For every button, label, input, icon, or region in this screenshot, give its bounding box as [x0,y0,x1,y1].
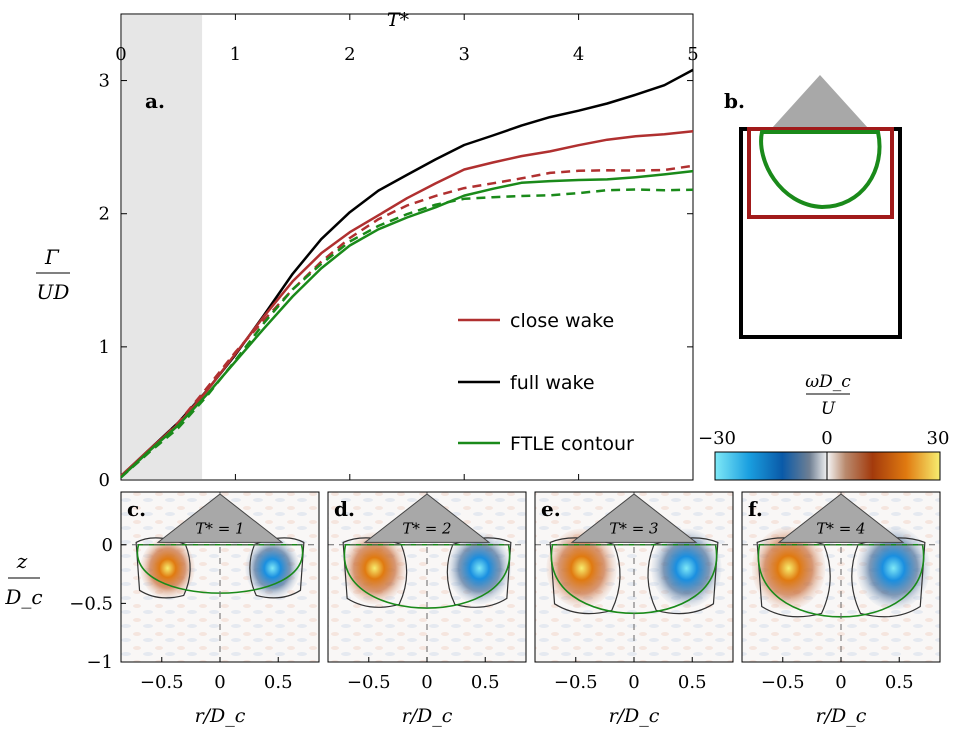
x-tick-label-2: 0.5 [264,672,293,693]
panel-field: T* = 1 [121,492,319,662]
colorbar-tick-max: 30 [927,428,950,449]
top-axis-label: T* [387,9,410,31]
panel-letter: e. [541,497,561,521]
vorticity-panels: T* = 1 c. −0.5 0 0.5 r/D_c 0 −0.5 −1 T* = 2 d. −0.5… [69,491,941,727]
x-tick-label-1: 0 [835,672,846,693]
y-tick-label-1: −0.5 [69,593,113,614]
y-tick-label-3: 3 [99,71,110,92]
x-tick-label-1: 0 [214,672,225,693]
legend-label-full-wake: full wake [510,372,595,394]
x-tick-label-1: 0 [421,672,432,693]
ftle-contour [550,543,718,615]
x-tick-label-0: −0.5 [554,672,598,693]
positive-vortex-outline [135,537,191,599]
bottom-y-label-numerator: z [16,549,28,573]
ftle-contour [343,543,511,609]
panel-letter-b: b. [724,89,745,113]
ftle-contour [759,130,882,210]
x-tick-label-1: 1 [230,44,241,65]
x-tick-label-0: −0.5 [140,672,184,693]
panel-letter: c. [127,497,146,521]
y-tick-label-0: 0 [99,470,110,491]
x-tick-label-5: 5 [687,44,698,65]
x-axis-label: r/D_c [195,705,246,727]
time-label: T* = 4 [816,519,865,537]
panel-f: T* = 4 f. −0.5 0 0.5 r/D_c [741,491,941,727]
cone-body [772,75,868,128]
panel-letter: f. [748,497,763,521]
y-tick-label-0: 0 [102,535,113,556]
legend-label-ftle: FTLE contour [510,433,634,455]
y-tick-label-1: 1 [99,337,110,358]
bottom-y-label-denominator: D_c [4,585,42,609]
time-label: T* = 1 [195,519,244,537]
x-tick-label-1: 0 [628,672,639,693]
x-tick-label-2: 0.5 [678,672,707,693]
y-label-denominator: UD [37,280,70,304]
legend: close wake full wake FTLE contour [458,310,634,455]
colorbar: ωD_c U −30 0 30 [698,372,950,481]
colorbar-tick-min: −30 [698,428,736,449]
negative-vortex-outline [249,537,305,599]
x-tick-label-2: 0.5 [885,672,914,693]
positive-vortex-core [140,537,195,599]
colorbar-title-numerator: ωD_c [805,372,851,392]
panel-d: T* = 2 d. −0.5 0 0.5 r/D_c [327,491,527,727]
series-lines [120,68,694,479]
x-axis-label: r/D_c [402,705,453,727]
series-line-ftle-contour [120,169,694,479]
cone-body [570,493,698,543]
x-axis-label: r/D_c [609,705,660,727]
panel-e: T* = 3 e. −0.5 0 0.5 r/D_c [534,491,734,727]
x-tick-label-2: 0.5 [471,672,500,693]
axis-ticks: 0 1 2 3 4 5 0 1 2 3 [99,14,699,491]
ftle-contour [757,543,925,618]
legend-label-close-wake: close wake [510,310,614,332]
shaded-region [122,15,203,479]
y-label-numerator: Γ [44,245,60,269]
time-label: T* = 2 [402,519,451,537]
panel-field: T* = 3 [535,492,733,662]
x-tick-label-4: 4 [573,44,584,65]
cone-body [156,493,284,543]
panel-field: T* = 4 [742,492,940,662]
series-line-close-wake [120,129,694,477]
close-wake-box [747,127,894,219]
x-tick-label-3: 3 [458,44,469,65]
colorbar-tick-zero: 0 [821,428,832,449]
panel-a-line-chart: 0 1 2 3 4 5 0 1 2 3 T* a. Γ UD close wake full wa… [36,9,699,491]
panel-b-schematic: b. [724,75,902,339]
y-tick-label-2: 2 [99,204,110,225]
colorbar-title-denominator: U [821,399,836,419]
y-tick-label-2: −1 [86,652,113,673]
x-tick-label-0: −0.5 [347,672,391,693]
series-line-ftle-contour-dashed- [120,188,694,479]
plot-frame [120,13,694,481]
series-line-close-wake-dashed- [120,164,694,477]
x-tick-label-0: 0 [115,44,126,65]
panel-c: T* = 1 c. −0.5 0 0.5 r/D_c 0 −0.5 −1 [69,491,320,727]
cone-body [363,493,491,543]
cone-body [777,493,905,543]
panel-letter-a: a. [145,89,165,113]
series-line-full-wake [120,68,694,477]
panel-field: T* = 2 [328,492,526,662]
time-label: T* = 3 [609,519,658,537]
x-tick-label-0: −0.5 [761,672,805,693]
x-axis-label: r/D_c [816,705,867,727]
ftle-contour [136,543,304,594]
x-tick-label-2: 2 [344,44,355,65]
negative-vortex-core [245,537,300,599]
panel-letter: d. [334,497,355,521]
